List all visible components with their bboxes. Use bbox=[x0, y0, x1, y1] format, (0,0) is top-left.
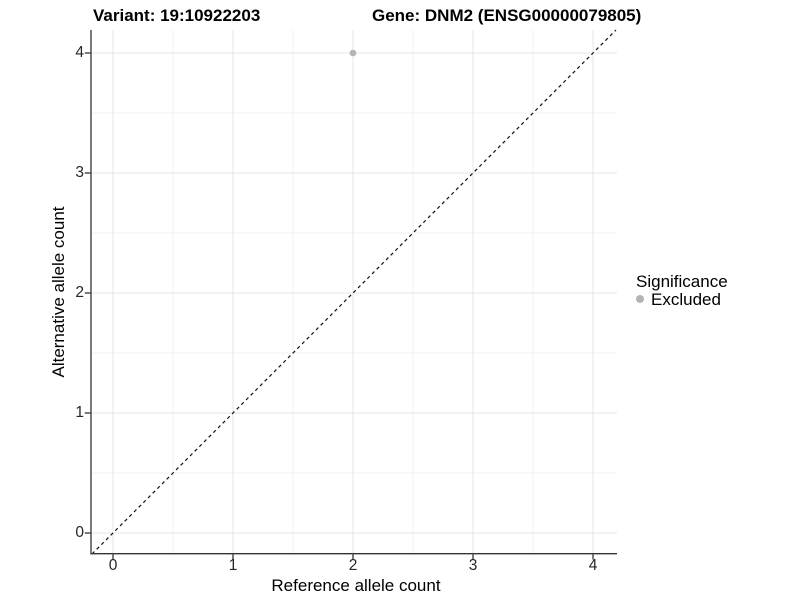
variant-title: Variant: 19:10922203 bbox=[93, 6, 261, 25]
grid-minor bbox=[91, 30, 617, 553]
legend-title: Significance bbox=[636, 272, 728, 291]
legend-item-label: Excluded bbox=[651, 290, 721, 309]
x-tick-label-3: 3 bbox=[468, 557, 478, 574]
y-tick-label-3: 3 bbox=[75, 163, 84, 181]
identity-line bbox=[91, 29, 617, 555]
legend-key-dot-icon bbox=[636, 295, 644, 303]
y-tick-label-2: 2 bbox=[75, 283, 84, 301]
x-tick-label-0: 0 bbox=[108, 557, 118, 574]
y-tick-label-4: 4 bbox=[75, 43, 84, 61]
y-tick-label-0: 0 bbox=[75, 523, 84, 541]
x-tick-label-4: 4 bbox=[588, 557, 598, 574]
x-tick-label-2: 2 bbox=[348, 557, 358, 574]
gene-title: Gene: DNM2 (ENSG00000079805) bbox=[372, 6, 642, 25]
y-axis-label: Alternative allele count bbox=[49, 206, 68, 378]
y-tick-label-1: 1 bbox=[75, 403, 84, 421]
tick-marks bbox=[84, 52, 594, 560]
x-axis-label: Reference allele count bbox=[271, 576, 441, 595]
data-point bbox=[349, 49, 357, 57]
x-tick-label-1: 1 bbox=[228, 557, 238, 574]
axis-lines bbox=[90, 30, 617, 555]
data-points-layer bbox=[349, 49, 357, 57]
